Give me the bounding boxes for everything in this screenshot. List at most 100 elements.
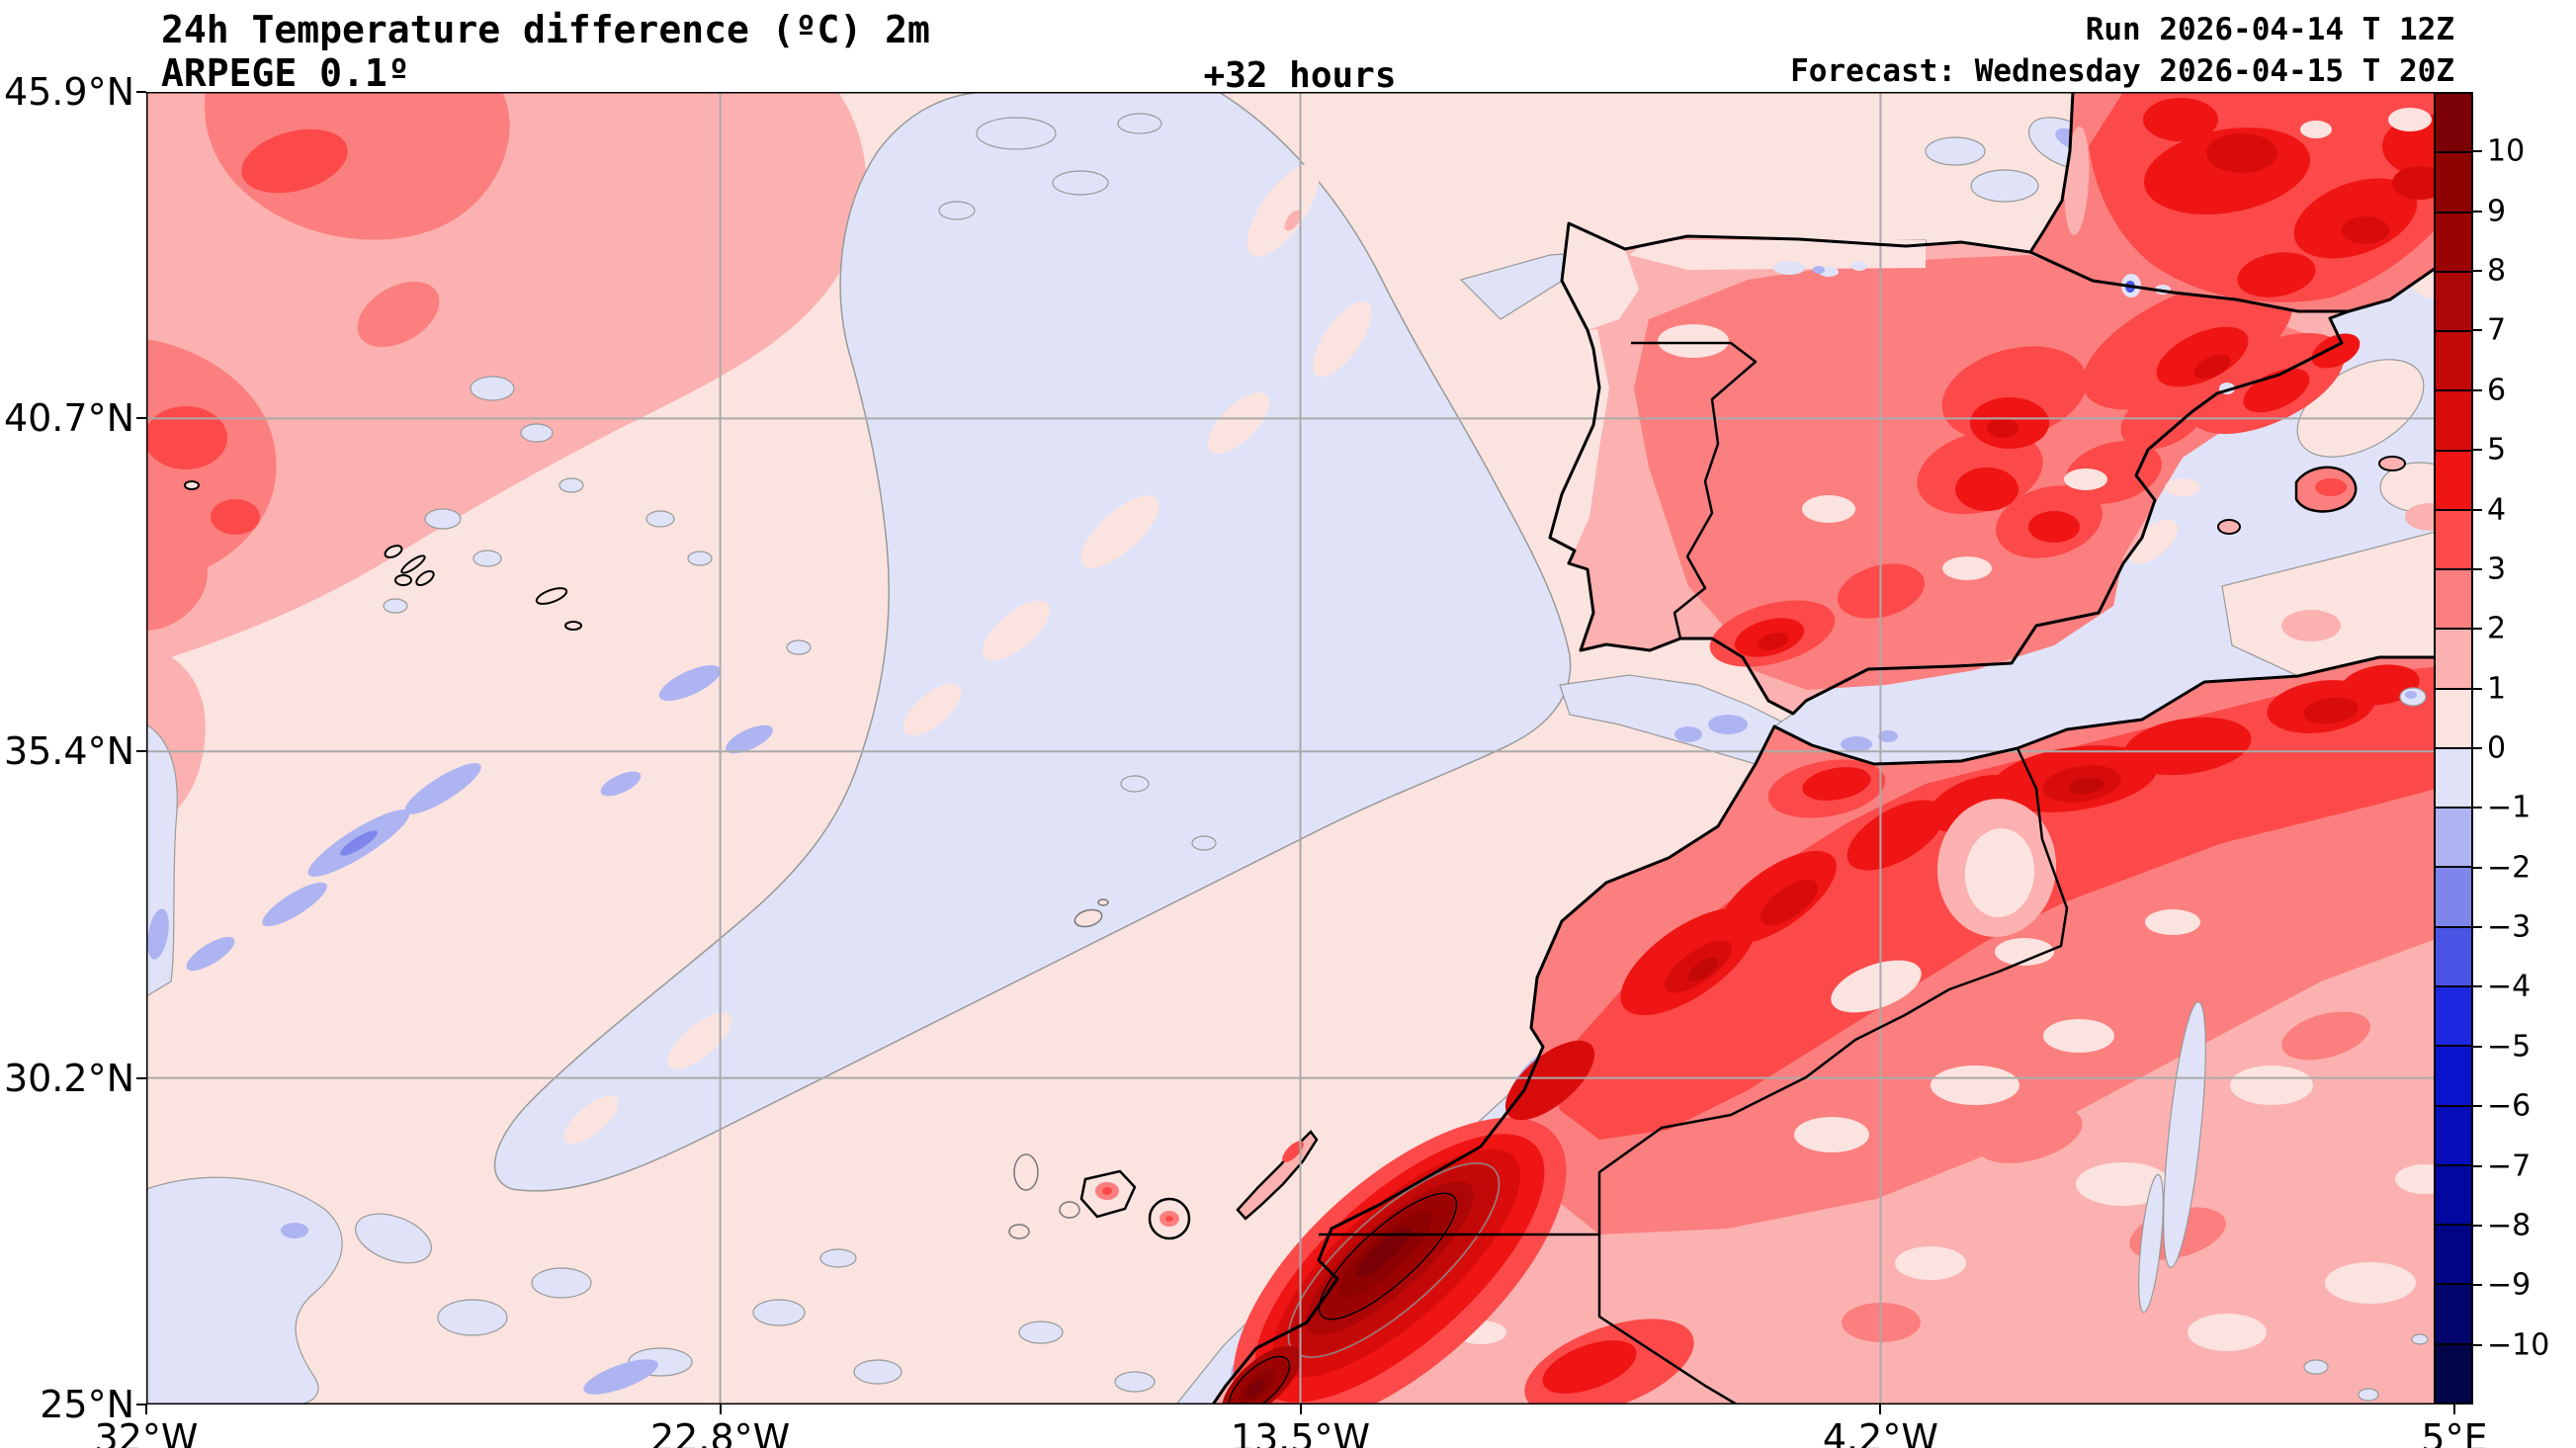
colorbar-cell--6..-5 xyxy=(2436,1047,2471,1107)
colorbar-tick xyxy=(2473,747,2482,749)
colorbar-tick-label: 8 xyxy=(2487,253,2507,289)
y-axis-label: 40.7°N xyxy=(3,396,134,441)
colorbar-cell-7..8 xyxy=(2436,272,2471,333)
colorbar-tick-label: 3 xyxy=(2487,552,2507,587)
madeira-island xyxy=(1073,898,1109,928)
y-axis-label: 35.4°N xyxy=(3,729,134,774)
y-axis-tick xyxy=(136,417,146,420)
x-axis-label: 13.5°W xyxy=(1230,1416,1371,1448)
colorbar-cell-0..1 xyxy=(2436,689,2471,749)
colorbar-cell--10..-9 xyxy=(2436,1285,2471,1345)
colorbar-tick xyxy=(2473,866,2482,869)
y-axis-tick xyxy=(136,750,146,753)
colorbar-cell-5..6 xyxy=(2436,391,2471,452)
colorbar-cell--3..-2 xyxy=(2436,868,2471,928)
colorbar-tick xyxy=(2473,807,2482,809)
colorbar-cell-9..10 xyxy=(2436,153,2471,213)
colorbar-tick xyxy=(2473,567,2482,570)
colorbar-tick xyxy=(2473,985,2482,988)
x-axis-tick xyxy=(1879,1405,1882,1414)
colorbar-cell--8..-7 xyxy=(2436,1165,2471,1227)
colorbar-tick-label: 6 xyxy=(2487,373,2507,408)
colorbar-tick xyxy=(2473,1105,2482,1108)
run-timestamp: Run 2026-04-14 T 12Z xyxy=(2085,12,2454,47)
western-sahara-borders xyxy=(1319,1233,1738,1405)
colorbar-cell--2..-1 xyxy=(2436,809,2471,869)
forecast-lead-label: +32 hours xyxy=(1203,55,1397,96)
y-axis-tick xyxy=(136,1404,146,1405)
colorbar-tick xyxy=(2473,150,2482,153)
colorbar-tick-label: −4 xyxy=(2487,969,2532,1004)
colorbar-tick xyxy=(2473,1164,2482,1167)
y-axis-tick xyxy=(136,1076,146,1079)
colorbar-tick-label: 0 xyxy=(2487,730,2507,766)
colorbar-tick-label: 5 xyxy=(2487,432,2507,468)
colorbar-tick xyxy=(2473,388,2482,391)
colorbar-tick xyxy=(2473,926,2482,929)
land-fills xyxy=(1213,92,2454,1405)
colorbar-cell--9..-8 xyxy=(2436,1226,2471,1286)
y-axis-label: 45.9°N xyxy=(3,70,134,114)
colorbar-tick-label: 4 xyxy=(2487,492,2507,528)
colorbar-tick-label: −10 xyxy=(2487,1327,2550,1363)
colorbar-cell-8..9 xyxy=(2436,213,2471,273)
colorbar-cell-6..7 xyxy=(2436,332,2471,392)
colorbar-tick xyxy=(2473,628,2482,631)
x-axis-tick xyxy=(145,1405,147,1414)
x-axis-label: 32°W xyxy=(94,1416,199,1448)
page-title: 24h Temperature difference (ºC) 2m xyxy=(161,8,930,51)
colorbar-tick-label: 2 xyxy=(2487,611,2507,646)
colorbar-tick-label: −9 xyxy=(2487,1267,2532,1303)
x-axis-label: 5°E xyxy=(2421,1416,2488,1448)
colorbar-cell-2..3 xyxy=(2436,570,2471,631)
islands xyxy=(184,456,2406,1240)
colorbar-cell-3..4 xyxy=(2436,510,2471,571)
colorbar-tick xyxy=(2473,270,2482,273)
colorbar-tick xyxy=(2473,1343,2482,1346)
colorbar-tick xyxy=(2473,1224,2482,1227)
colorbar-cell--4..-3 xyxy=(2436,927,2471,987)
colorbar xyxy=(2434,92,2473,1405)
colorbar-tick-label: 9 xyxy=(2487,194,2507,229)
colorbar-tick-label: −6 xyxy=(2487,1088,2532,1124)
colorbar-tick-label: −8 xyxy=(2487,1208,2532,1243)
azores-islands xyxy=(184,480,582,631)
colorbar-tick-label: 7 xyxy=(2487,312,2507,348)
y-axis-tick xyxy=(136,91,146,93)
country-borders xyxy=(1319,341,2069,1405)
colorbar-tick xyxy=(2473,1284,2482,1287)
coastlines xyxy=(1211,92,2454,1405)
graticule xyxy=(146,92,2454,1405)
colorbar-tick-label: −7 xyxy=(2487,1149,2532,1184)
colorbar-cell--1..0 xyxy=(2436,748,2471,809)
colorbar-tick-label: −2 xyxy=(2487,850,2532,886)
canary-islands xyxy=(1008,1130,1319,1240)
x-axis-label: 4.2°W xyxy=(1822,1416,1938,1448)
colorbar-tick-label: −3 xyxy=(2487,909,2532,945)
colorbar-tick xyxy=(2473,210,2482,213)
x-axis-tick xyxy=(1299,1405,1302,1414)
x-axis-tick xyxy=(2453,1405,2455,1414)
colorbar-cell->10 xyxy=(2436,94,2471,154)
portugal-spain-border xyxy=(1631,341,1758,639)
colorbar-cell-<-10 xyxy=(2436,1344,2471,1403)
morocco-algeria-border xyxy=(1597,747,2069,1235)
colorbar-tick-label: −5 xyxy=(2487,1029,2532,1065)
colorbar-tick-label: 10 xyxy=(2487,133,2526,169)
model-label: ARPEGE 0.1º xyxy=(161,51,410,95)
colorbar-cell--5..-4 xyxy=(2436,986,2471,1048)
colorbar-tick xyxy=(2473,329,2482,332)
x-axis-tick xyxy=(719,1405,722,1414)
colorbar-tick xyxy=(2473,449,2482,452)
y-axis-label: 30.2°N xyxy=(3,1056,134,1100)
forecast-timestamp: Forecast: Wednesday 2026-04-15 T 20Z xyxy=(1790,53,2454,89)
x-axis-label: 22.8°W xyxy=(650,1416,791,1448)
colorbar-tick xyxy=(2473,508,2482,511)
balearic-islands xyxy=(2217,456,2406,535)
colorbar-tick xyxy=(2473,687,2482,690)
colorbar-cell--7..-6 xyxy=(2436,1106,2471,1166)
colorbar-cell-1..2 xyxy=(2436,630,2471,690)
colorbar-cell-4..5 xyxy=(2436,451,2471,511)
colorbar-tick xyxy=(2473,1045,2482,1048)
